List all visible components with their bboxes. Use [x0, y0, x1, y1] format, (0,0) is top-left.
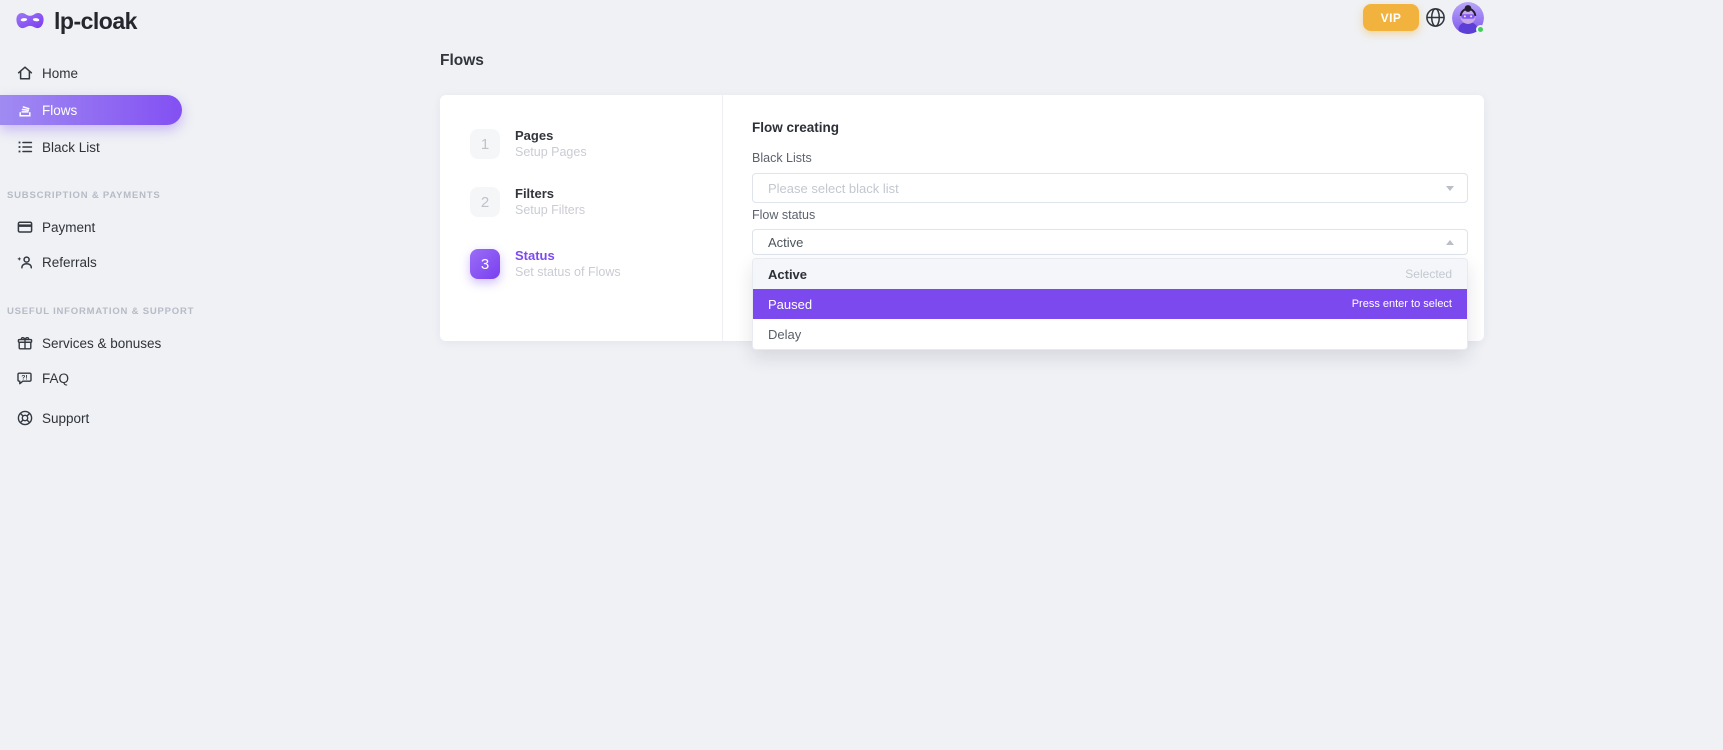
step-title: Pages	[515, 128, 554, 143]
flow-status-label: Flow status	[752, 208, 816, 222]
sidebar-item-support[interactable]: Support	[0, 403, 182, 433]
brand-name: lp-cloak	[54, 8, 137, 34]
step-subtitle: Setup Filters	[515, 203, 586, 217]
option-hint: Selected	[1405, 267, 1452, 281]
globe-icon[interactable]	[1425, 7, 1446, 28]
sidebar-item-flows[interactable]: Flows	[0, 95, 182, 125]
sidebar: Home Flows	[0, 0, 193, 750]
step-title: Status	[515, 248, 555, 263]
sidebar-item-label: Payment	[42, 219, 96, 235]
flows-icon	[16, 101, 34, 119]
form-title: Flow creating	[752, 120, 840, 135]
sidebar-item-label: FAQ	[42, 370, 70, 386]
black-lists-label: Black Lists	[752, 151, 812, 165]
flow-status-dropdown: Active Selected Paused Press enter to se…	[752, 258, 1468, 350]
page-title: Flows	[440, 52, 484, 69]
sidebar-item-label: Services & bonuses	[42, 335, 162, 351]
gift-icon	[16, 334, 34, 352]
flow-status-select[interactable]: Active	[752, 229, 1468, 255]
sidebar-item-label: Flows	[42, 102, 78, 118]
step-subtitle: Set status of Flows	[515, 265, 621, 279]
online-status-dot	[1476, 25, 1485, 34]
sidebar-item-label: Home	[42, 65, 79, 81]
chevron-up-icon	[1446, 239, 1454, 245]
avatar[interactable]	[1452, 2, 1485, 34]
vip-button[interactable]: VIP	[1363, 4, 1419, 31]
faq-icon: ?!	[16, 369, 34, 387]
step-filters[interactable]: 2 Filters Setup Filters	[440, 186, 723, 231]
dropdown-option-delay[interactable]: Delay	[753, 319, 1467, 349]
sidebar-section-support: USEFUL INFORMATION & SUPPORT	[0, 305, 193, 317]
support-icon	[16, 409, 34, 427]
step-status[interactable]: 3 Status Set status of Flows	[440, 248, 723, 293]
referrals-icon	[16, 253, 34, 271]
flow-status-value: Active	[768, 234, 804, 250]
dropdown-option-active[interactable]: Active Selected	[753, 259, 1467, 289]
black-list-icon	[16, 138, 34, 156]
sidebar-item-faq[interactable]: ?! FAQ	[0, 363, 182, 393]
sidebar-item-payment[interactable]: Payment	[0, 212, 182, 242]
sidebar-section-subscription: SUBSCRIPTION & PAYMENTS	[0, 189, 182, 201]
sidebar-item-referrals[interactable]: Referrals	[0, 247, 182, 277]
step-pages[interactable]: 1 Pages Setup Pages	[440, 128, 723, 173]
brand-logo[interactable]: lp-cloak	[14, 8, 137, 35]
option-label: Active	[768, 266, 808, 282]
option-label: Paused	[768, 296, 813, 312]
step-number-badge: 2	[470, 187, 500, 217]
home-icon	[16, 64, 34, 82]
sidebar-item-label: Referrals	[42, 254, 97, 270]
wizard-steps: 1 Pages Setup Pages 2 Filters Setup Filt…	[440, 95, 723, 341]
sidebar-item-label: Black List	[42, 139, 100, 155]
option-hint: Press enter to select	[1351, 298, 1452, 310]
sidebar-item-home[interactable]: Home	[0, 58, 182, 88]
dropdown-option-paused[interactable]: Paused Press enter to select	[753, 289, 1467, 319]
flow-creating-form: Flow creating Black Lists Please select …	[724, 95, 1484, 350]
section-title: USEFUL INFORMATION & SUPPORT	[7, 305, 195, 317]
sidebar-item-label: Support	[42, 410, 90, 426]
black-lists-select[interactable]: Please select black list	[752, 173, 1468, 203]
sidebar-item-black-list[interactable]: Black List	[0, 132, 182, 162]
section-title: SUBSCRIPTION & PAYMENTS	[7, 189, 161, 201]
step-title: Filters	[515, 186, 555, 201]
option-label: Delay	[768, 326, 802, 342]
black-lists-placeholder: Please select black list	[768, 180, 899, 196]
sidebar-item-services-bonuses[interactable]: Services & bonuses	[0, 328, 182, 358]
step-number-badge: 1	[470, 129, 500, 159]
mask-logo-icon	[14, 10, 46, 33]
svg-text:?!: ?!	[21, 375, 27, 382]
step-subtitle: Setup Pages	[515, 145, 587, 159]
payment-icon	[16, 218, 34, 236]
flow-wizard-card: 1 Pages Setup Pages 2 Filters Setup Filt…	[440, 95, 1484, 350]
step-number-badge: 3	[470, 249, 500, 279]
chevron-down-icon	[1446, 185, 1454, 191]
